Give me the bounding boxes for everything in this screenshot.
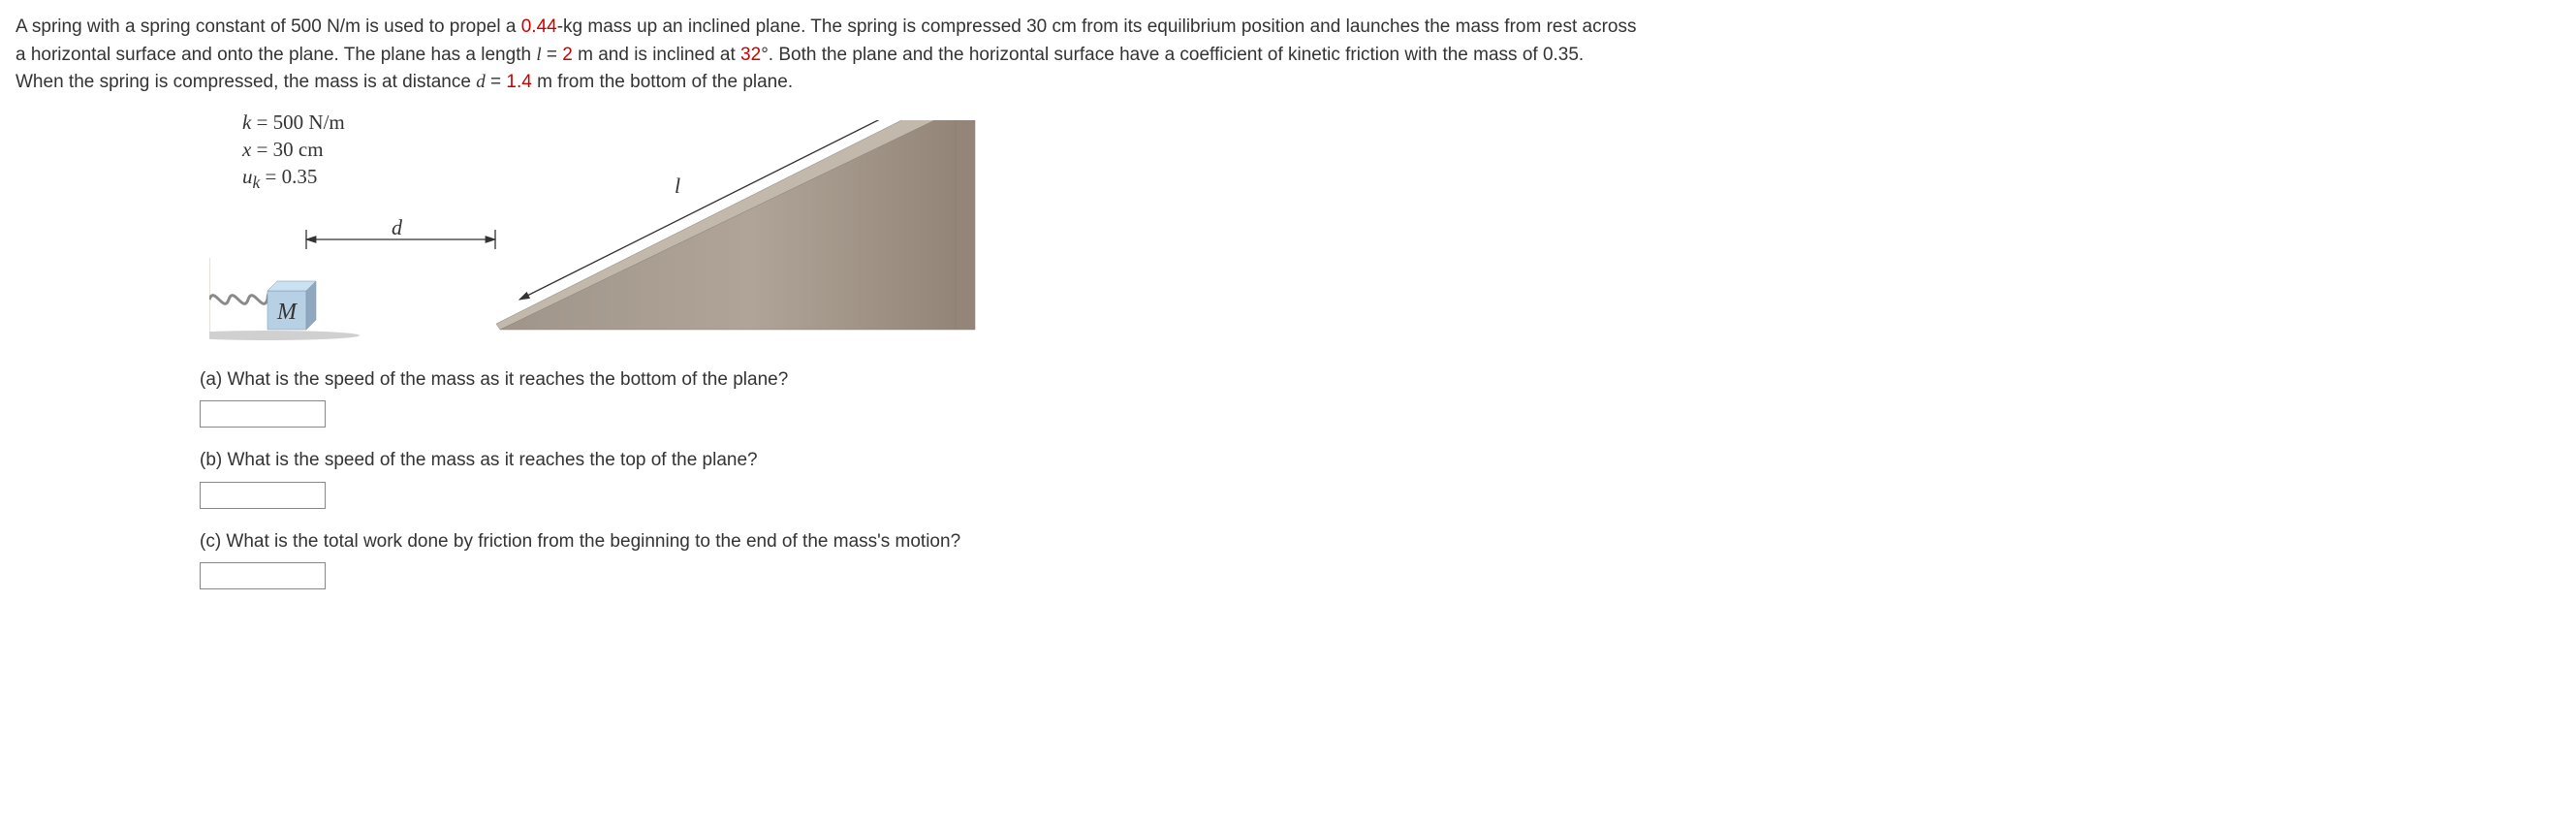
text-segment: m and is inclined at (573, 45, 740, 65)
part-c-answer-input[interactable] (200, 562, 326, 589)
mass-value: 0.44 (521, 16, 557, 37)
text-segment: -kg mass up an inclined plane. The sprin… (557, 16, 1637, 37)
spring-icon (209, 292, 269, 303)
parameter-list: k = 500 N/m x = 30 cm uk = 0.35 (242, 109, 345, 196)
val-k: = 500 N/m (251, 111, 344, 134)
wedge-right-face (956, 120, 975, 330)
l-label: l (675, 174, 680, 198)
physics-diagram: k = 500 N/m x = 30 cm uk = 0.35 l (209, 120, 1023, 343)
var-k: k (242, 111, 251, 134)
M-label: M (276, 300, 298, 325)
text-segment: When the spring is compressed, the mass … (16, 72, 476, 92)
var-uk: u (242, 165, 253, 188)
val-x: = 30 cm (251, 138, 323, 161)
problem-statement: A spring with a spring constant of 500 N… (16, 14, 2560, 97)
incline-wedge (500, 120, 956, 330)
question-parts: (a) What is the speed of the mass as it … (200, 366, 2560, 590)
part-b: (b) What is the speed of the mass as it … (200, 447, 2560, 509)
var-d: d (476, 72, 486, 92)
text-segment: = (542, 45, 563, 65)
var-x: x (242, 138, 251, 161)
part-a-text: (a) What is the speed of the mass as it … (200, 366, 2560, 395)
text-segment: m from the bottom of the plane. (532, 72, 793, 92)
part-a: (a) What is the speed of the mass as it … (200, 366, 2560, 428)
part-c: (c) What is the total work done by frict… (200, 528, 2560, 590)
part-b-text: (b) What is the speed of the mass as it … (200, 447, 2560, 475)
text-segment: a horizontal surface and onto the plane.… (16, 45, 536, 65)
angle-value: 32 (740, 45, 761, 65)
d-label: d (392, 215, 403, 239)
val-uk: = 0.35 (260, 165, 317, 188)
part-a-answer-input[interactable] (200, 400, 326, 428)
length-value: 2 (562, 45, 573, 65)
distance-value: 1.4 (506, 72, 531, 92)
text-segment: °. Both the plane and the horizontal sur… (761, 45, 1584, 65)
text-segment: = (486, 72, 507, 92)
part-c-text: (c) What is the total work done by frict… (200, 528, 2560, 556)
part-b-answer-input[interactable] (200, 482, 326, 509)
text-segment: A spring with a spring constant of 500 N… (16, 16, 521, 37)
